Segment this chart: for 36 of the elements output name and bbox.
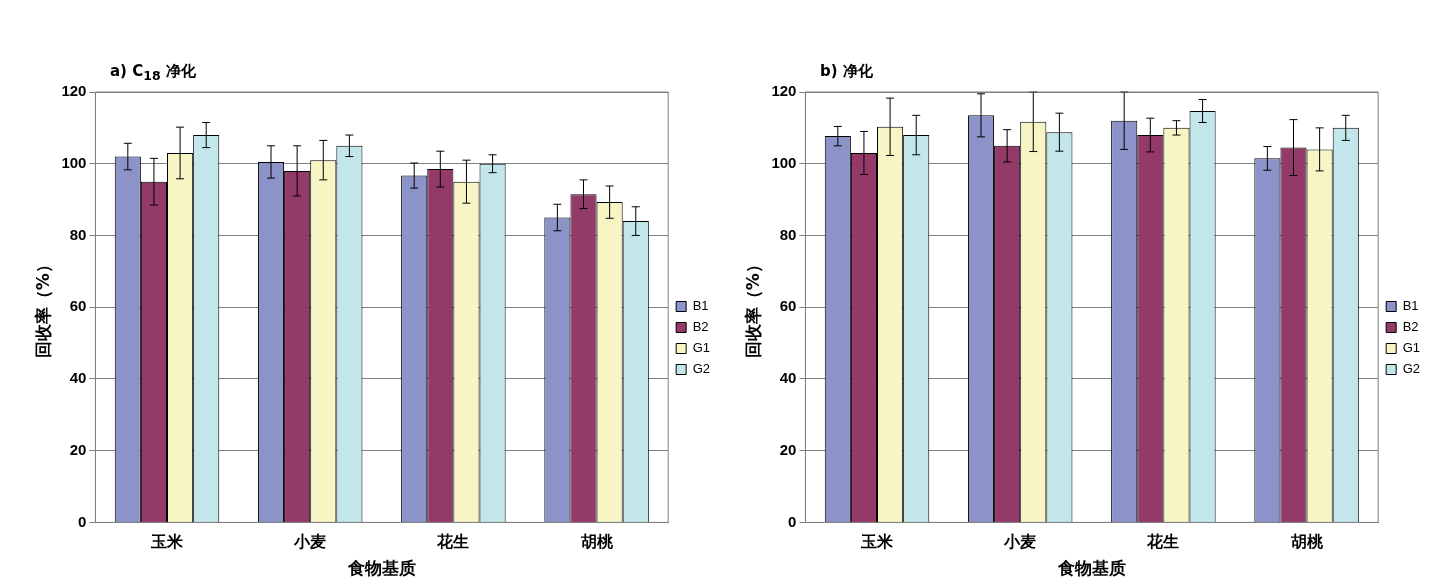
y-tick-label: 60 (779, 297, 797, 315)
y-tick-label: 80 (779, 225, 797, 243)
y-tick-label: 40 (69, 369, 87, 387)
x-tick-label: 小麦 (1003, 532, 1037, 552)
y-tick-label: 100 (771, 153, 797, 171)
x-axis-title: 食物基质 (1056, 558, 1126, 579)
y-tick-label: 0 (788, 512, 797, 530)
y-tick-label: 20 (779, 440, 797, 458)
legend-label: B2 (1402, 319, 1419, 335)
y-tick-label: 20 (69, 440, 87, 458)
y-tick-label: 100 (61, 153, 87, 171)
y-tick-label: 80 (69, 225, 87, 243)
y-tick-label: 120 (61, 82, 87, 100)
x-tick-label: 胡桃 (579, 532, 614, 552)
chart-title: a) C$_{18}$ 净化 (110, 62, 196, 83)
legend-label: B1 (692, 298, 709, 314)
x-tick-label: 花生 (436, 532, 470, 552)
legend-label: G1 (1402, 340, 1420, 356)
legend-label: B2 (692, 319, 709, 335)
y-axis-title: 回收率（%） (742, 256, 763, 359)
x-tick-label: 玉米 (150, 532, 185, 552)
legend-label: G2 (1402, 361, 1420, 377)
y-tick-label: 120 (771, 82, 797, 100)
x-tick-label: 小麦 (293, 532, 327, 552)
legend-label: G1 (692, 340, 710, 356)
x-tick-label: 胡桃 (1289, 532, 1324, 552)
y-axis-title: 回收率（%） (32, 256, 53, 359)
y-tick-label: 40 (779, 369, 797, 387)
y-tick-label: 0 (78, 512, 87, 530)
legend-label: G2 (692, 361, 710, 377)
x-tick-label: 花生 (1146, 532, 1180, 552)
x-axis-title: 食物基质 (346, 558, 416, 579)
y-tick-label: 60 (69, 297, 87, 315)
chart-title: b) 净化 (820, 62, 873, 81)
x-tick-label: 玉米 (860, 532, 895, 552)
legend-label: B1 (1402, 298, 1419, 314)
